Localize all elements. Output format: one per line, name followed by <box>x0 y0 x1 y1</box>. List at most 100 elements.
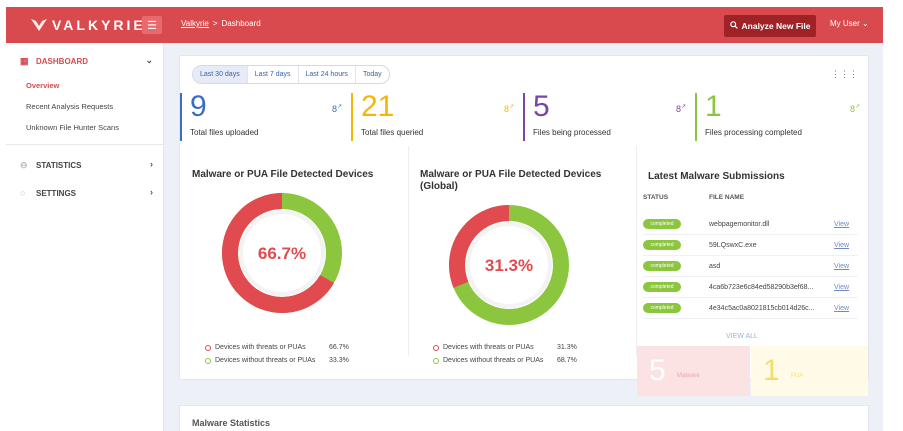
table-row: completed webpagemonitor.dll View <box>643 214 858 235</box>
view-link[interactable]: View <box>834 262 850 270</box>
file-name-cell: 4ca6b723e6c84ed58290b3ef68... <box>709 283 814 291</box>
view-link[interactable]: View <box>834 304 850 312</box>
stats-icon: 8↗ <box>849 104 860 114</box>
status-badge: completed <box>643 303 681 313</box>
stat-label: Files being processed <box>533 128 611 137</box>
valkyrie-logo-icon <box>28 15 50 35</box>
sidebar-item-dashboard[interactable]: ▦ DASHBOARD ⌄ <box>6 47 163 75</box>
status-badge: completed <box>643 219 681 229</box>
global-chart-legend: Devices with threats or PUAs 31.3% Devic… <box>433 341 577 367</box>
user-menu-label: My User <box>830 19 860 28</box>
legend-value: 66.7% <box>329 344 349 351</box>
brand-name: VALKYRIE <box>52 17 146 33</box>
stat-label: Total files queried <box>361 128 424 137</box>
view-link[interactable]: View <box>834 241 850 249</box>
stat-accent-bar <box>180 93 182 141</box>
malware-statistics-title: Malware Statistics <box>192 418 271 428</box>
donut-inner-ring <box>239 210 325 296</box>
stat-value: 21 <box>361 90 395 123</box>
stat-files-processing-completed: 1 Files processing completed 8↗ <box>695 90 868 141</box>
malware-statistics-card: Malware Statistics <box>179 405 869 431</box>
legend-item: Devices with threats or PUAs 66.7% <box>205 341 349 354</box>
panel-divider <box>408 146 409 356</box>
legend-value: 31.3% <box>557 344 577 351</box>
sidebar-sub-unknown-file-hunter[interactable]: Unknown File Hunter Scans <box>26 123 119 132</box>
tab-last-7-days[interactable]: Last 7 days <box>248 66 299 83</box>
submissions-table-header: STATUS FILE NAME <box>643 194 744 201</box>
mini-stat-malware: 5 Malware <box>637 346 750 396</box>
stat-accent-bar <box>351 93 353 141</box>
chevron-down-icon: ⌄ <box>862 19 869 28</box>
status-badge: completed <box>643 240 681 250</box>
table-row: completed asd View <box>643 256 858 277</box>
tab-last-30-days[interactable]: Last 30 days <box>193 66 248 83</box>
file-name-cell: webpagemonitor.dll <box>709 220 770 228</box>
tab-today[interactable]: Today <box>362 71 382 78</box>
mini-stat-value: 1 <box>763 354 780 387</box>
legend-value: 33.3% <box>329 357 349 364</box>
legend-item: Devices without threats or PUAs 33.3% <box>205 354 349 367</box>
sidebar-item-label: DASHBOARD <box>36 56 88 66</box>
view-all-link[interactable]: VIEW ALL <box>726 333 758 340</box>
view-link[interactable]: View <box>834 283 850 291</box>
analyze-new-file-button[interactable]: Analyze New File <box>724 15 816 37</box>
legend-value: 68.7% <box>557 357 577 364</box>
stat-label: Files processing completed <box>705 128 802 137</box>
donut-center-value: 66.7% <box>258 244 306 263</box>
sidebar-item-label: STATISTICS <box>36 160 82 170</box>
search-icon <box>729 21 738 31</box>
brand[interactable]: VALKYRIE <box>6 7 164 43</box>
sidebar-sub-overview[interactable]: Overview <box>26 81 60 90</box>
global-chart-title: Malware or PUA File Detected Devices (Gl… <box>420 169 602 192</box>
sidebar-item-statistics[interactable]: ⊖ STATISTICS › <box>6 151 163 179</box>
dashboard-card: Last 30 days Last 7 days Last 24 hours T… <box>179 55 869 396</box>
top-bar: VALKYRIE ☰ Valkyrie > Dashboard Analyze Ne… <box>6 7 883 43</box>
panel-divider <box>636 146 637 356</box>
grid-menu-icon[interactable]: ⋮⋮⋮ <box>831 69 858 79</box>
legend-label: Devices without threats or PUAs <box>215 357 316 364</box>
legend-dot-green-icon <box>433 357 439 364</box>
chevron-right-icon: › <box>150 159 153 169</box>
stat-value: 9 <box>190 90 207 123</box>
analyze-button-label: Analyze New File <box>741 21 811 31</box>
table-row: completed 4e34c5ac0a8021815cb014d26c... Vi… <box>643 298 858 319</box>
stats-icon: 8↗ <box>331 104 342 114</box>
user-menu[interactable]: My User ⌄ <box>830 19 869 28</box>
stat-accent-bar <box>523 93 525 141</box>
mini-stat-label: Malware <box>677 373 700 379</box>
sidebar-item-settings[interactable]: ○ SETTINGS › <box>6 179 163 207</box>
sidebar-sub-recent-analysis[interactable]: Recent Analysis Requests <box>26 102 114 111</box>
main-content: Last 30 days Last 7 days Last 24 hours T… <box>164 43 883 431</box>
breadcrumb-root-link[interactable]: Valkyrie <box>181 19 209 28</box>
chevron-right-icon: › <box>150 187 153 197</box>
legend-item: Devices with threats or PUAs 31.3% <box>433 341 577 354</box>
global-donut-chart: 31.3% <box>449 205 569 325</box>
menu-toggle-button[interactable]: ☰ <box>142 16 162 34</box>
stat-value: 5 <box>533 90 550 123</box>
legend-label: Devices without threats or PUAs <box>443 357 544 364</box>
dashboard-grid-icon: ▦ <box>20 55 29 66</box>
breadcrumb-current: Dashboard <box>221 19 261 28</box>
legend-dot-green-icon <box>205 357 211 364</box>
table-row: completed 4ca6b723e6c84ed58290b3ef68... Vi… <box>643 277 858 298</box>
view-link[interactable]: View <box>834 220 850 228</box>
breadcrumb: Valkyrie > Dashboard <box>181 19 261 28</box>
hamburger-icon: ☰ <box>147 19 157 32</box>
mini-stat-label: PUA <box>791 373 804 379</box>
status-badge: completed <box>643 282 681 292</box>
column-header-file-name: FILE NAME <box>709 194 745 201</box>
mini-stat-value: 5 <box>649 354 666 387</box>
donut-center-value: 31.3% <box>485 256 533 275</box>
mini-stat-pua: 1 PUA <box>751 346 868 396</box>
legend-label: Devices with threats or PUAs <box>443 344 534 351</box>
device-chart-title: Malware or PUA File Detected Devices <box>192 169 374 180</box>
breadcrumb-separator: > <box>212 19 218 28</box>
file-name-cell: 4e34c5ac0a8021815cb014d26c... <box>709 304 815 312</box>
stat-label: Total files uploaded <box>190 128 259 137</box>
sidebar-item-label: SETTINGS <box>36 188 77 198</box>
stats-icon: 8↗ <box>503 104 514 114</box>
legend-dot-red-icon <box>433 344 439 351</box>
submissions-title: Latest Malware Submissions <box>648 171 785 182</box>
tab-last-24-hours[interactable]: Last 24 hours <box>299 66 356 83</box>
stat-files-being-processed: 5 Files being processed 8↗ <box>523 90 694 141</box>
